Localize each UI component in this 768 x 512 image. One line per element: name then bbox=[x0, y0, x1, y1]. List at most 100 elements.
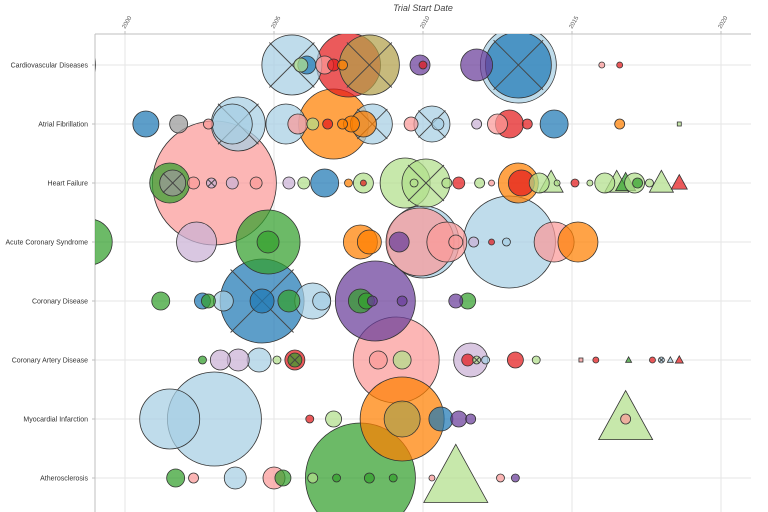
square-marker bbox=[578, 357, 584, 363]
cross-mark bbox=[407, 164, 445, 202]
bubble-marker bbox=[461, 353, 475, 367]
bubble-marker bbox=[287, 113, 309, 135]
bubble-marker bbox=[337, 59, 348, 71]
bubble-marker bbox=[592, 356, 600, 364]
bubble-marker bbox=[203, 118, 214, 130]
data-point-circle bbox=[649, 356, 656, 364]
data-point-circle bbox=[471, 118, 483, 130]
data-point-circle bbox=[363, 472, 375, 484]
category-label: Atherosclerosis bbox=[40, 476, 88, 483]
data-point-circle bbox=[531, 355, 541, 365]
bubble-marker bbox=[223, 466, 247, 490]
category-label: Coronary Artery Disease bbox=[12, 358, 88, 365]
data-point-circle bbox=[645, 178, 654, 188]
bubble-marker bbox=[363, 472, 375, 484]
data-point-circle bbox=[460, 48, 494, 82]
bubble-marker bbox=[211, 103, 253, 145]
bubble-marker bbox=[388, 473, 398, 483]
data-point-circle bbox=[151, 291, 171, 311]
bubble-marker bbox=[645, 178, 654, 188]
bubble-marker bbox=[428, 474, 436, 482]
bubble-marker bbox=[282, 176, 296, 190]
x-tick-label: 2015 bbox=[569, 15, 581, 30]
category-label: Acute Coronary Syndrome bbox=[6, 240, 89, 247]
data-point-circle bbox=[614, 118, 626, 130]
x-tick-label: 2010 bbox=[420, 15, 432, 30]
square-marker bbox=[676, 121, 682, 127]
bubble-marker bbox=[586, 179, 594, 187]
bubble-marker bbox=[366, 295, 378, 307]
data-point-circle bbox=[282, 176, 296, 190]
data-point-circle bbox=[586, 179, 594, 187]
data-point-circle bbox=[658, 356, 665, 364]
data-point-triangle bbox=[423, 443, 489, 503]
bubble-marker bbox=[488, 238, 495, 246]
bubble-marker bbox=[307, 472, 319, 484]
data-point-circle bbox=[201, 293, 216, 309]
data-point-circle bbox=[448, 293, 464, 309]
data-point-circle bbox=[211, 103, 253, 145]
data-point-circle bbox=[325, 410, 343, 428]
bubble-marker bbox=[468, 236, 480, 248]
data-point-circle bbox=[452, 176, 466, 190]
bubble-marker bbox=[474, 177, 486, 189]
bubble-marker bbox=[487, 113, 508, 135]
data-point-circle bbox=[307, 472, 319, 484]
bubble-marker bbox=[325, 410, 343, 428]
bubble-marker bbox=[368, 350, 388, 370]
bubble-marker bbox=[201, 293, 216, 309]
data-point-circle bbox=[306, 117, 320, 131]
data-point-circle bbox=[592, 356, 600, 364]
bubble-marker bbox=[274, 469, 292, 487]
data-point-circle bbox=[594, 172, 616, 194]
cross-mark bbox=[207, 178, 216, 188]
data-point-circle bbox=[212, 290, 234, 312]
data-point-circle bbox=[632, 177, 643, 189]
data-point-circle bbox=[166, 468, 186, 488]
x-tick-label: 2000 bbox=[122, 15, 134, 30]
data-point-circle bbox=[287, 113, 309, 135]
data-point-circle bbox=[139, 388, 201, 450]
data-point-circle bbox=[570, 178, 580, 188]
data-marks bbox=[95, 34, 688, 512]
data-point-circle bbox=[337, 59, 348, 71]
bubble-marker bbox=[409, 178, 419, 188]
bubble-marker bbox=[392, 350, 412, 370]
triangle-marker bbox=[423, 443, 489, 503]
bubble-marker bbox=[322, 118, 334, 130]
data-point-circle bbox=[488, 238, 495, 246]
data-point-circle bbox=[539, 109, 569, 139]
bubble-marker bbox=[312, 291, 332, 311]
data-point-circle bbox=[468, 236, 480, 248]
bubble-marker bbox=[452, 176, 466, 190]
bubble-marker bbox=[95, 219, 113, 265]
bubble-marker bbox=[528, 172, 550, 194]
cross-mark bbox=[289, 354, 301, 366]
data-point-circle bbox=[246, 347, 272, 373]
bubble-marker bbox=[139, 388, 201, 450]
data-point-circle bbox=[338, 34, 400, 96]
data-point-square bbox=[578, 357, 584, 363]
bubble-marker bbox=[212, 290, 234, 312]
bubble-marker bbox=[594, 172, 616, 194]
data-point-circle bbox=[510, 473, 520, 483]
data-point-circle bbox=[521, 118, 533, 130]
bubble-marker bbox=[332, 473, 341, 483]
bubble-marker bbox=[297, 176, 311, 190]
data-point-circle bbox=[426, 221, 468, 263]
data-point-circle bbox=[431, 117, 445, 131]
data-point-circle bbox=[388, 231, 410, 253]
data-point-circle bbox=[496, 473, 505, 483]
bubble-marker bbox=[132, 110, 160, 138]
category-label: Cardiovascular Diseases bbox=[11, 63, 89, 70]
bubble-marker bbox=[502, 237, 511, 247]
triangle-marker bbox=[624, 356, 633, 363]
data-point-circle bbox=[366, 295, 378, 307]
cross-mark bbox=[346, 42, 393, 88]
data-point-circle bbox=[322, 118, 334, 130]
data-point-circle bbox=[557, 221, 599, 263]
data-point-circle bbox=[472, 355, 482, 365]
data-point-triangle bbox=[670, 173, 688, 190]
data-point-circle bbox=[344, 178, 353, 188]
